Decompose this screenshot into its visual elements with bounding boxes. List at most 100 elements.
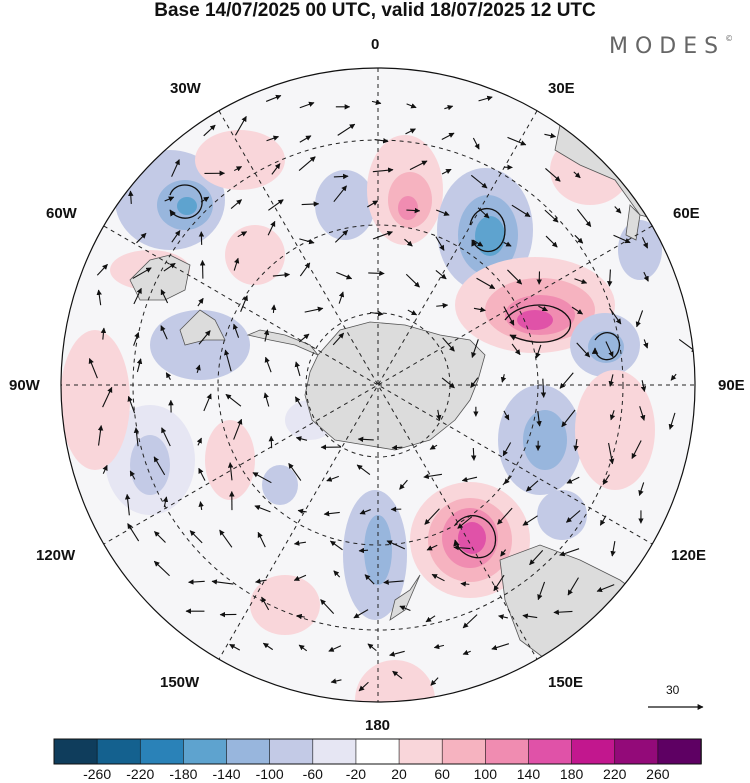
wind-vector-arrow xyxy=(444,104,454,111)
wind-vector-arrow xyxy=(529,549,544,566)
wind-vector-arrow xyxy=(405,273,420,288)
wind-vector-arrow xyxy=(299,238,315,245)
wind-vector-arrow xyxy=(295,436,308,442)
wind-vector-arrow xyxy=(268,199,284,211)
wind-vector-arrow xyxy=(197,297,204,307)
lon-label-0: 0 xyxy=(371,36,380,53)
wind-vector-arrow xyxy=(230,199,243,209)
wind-vector-arrow xyxy=(304,306,324,313)
wind-vector-arrow xyxy=(224,349,232,372)
wind-vector-arrow xyxy=(358,547,369,554)
wind-vector-arrow xyxy=(128,190,134,204)
colorbar-tick-label: -60 xyxy=(302,766,323,782)
australia xyxy=(499,544,691,701)
wind-vector-arrow xyxy=(263,329,270,342)
wind-vector-arrow xyxy=(424,508,440,525)
wind-vector-arrow xyxy=(429,444,438,450)
wind-vector-arrow xyxy=(203,393,212,412)
wind-vector-arrow xyxy=(358,681,369,692)
wind-vector-arrow xyxy=(503,410,510,421)
wind-vector-arrow xyxy=(457,516,473,529)
wind-vector-arrow xyxy=(503,241,512,247)
wind-vector-arrow xyxy=(383,579,404,585)
wind-vector-arrow xyxy=(127,523,140,542)
wind-vector-arrow xyxy=(272,272,291,278)
lon-label-150w: 150W xyxy=(160,674,200,691)
wind-vector-arrow xyxy=(262,642,274,651)
wind-vector-arrow xyxy=(288,462,302,481)
wind-vector-arrow xyxy=(294,396,302,407)
wind-vector-arrow xyxy=(293,540,306,546)
colorbar-tick-label: 260 xyxy=(646,766,670,782)
wind-vector-arrow xyxy=(567,577,579,596)
wind-vector-arrow xyxy=(540,378,547,398)
wind-vector-arrow xyxy=(477,207,490,219)
wind-vector-arrow xyxy=(391,444,403,451)
new-zealand xyxy=(389,574,421,621)
wind-vector-arrow xyxy=(219,529,233,548)
wind-vector-arrow xyxy=(386,540,406,550)
wind-vector-arrow xyxy=(232,323,240,338)
wind-vector-arrow xyxy=(133,331,140,346)
wind-vector-arrow xyxy=(476,277,496,290)
wind-vector-arrow xyxy=(453,544,471,551)
wind-vector-arrow xyxy=(561,409,576,428)
wind-vector-arrow xyxy=(171,230,181,243)
wind-vector-arrow xyxy=(574,278,588,285)
wind-vector-arrow xyxy=(188,579,205,585)
wind-vector-arrow xyxy=(404,238,413,247)
wind-vector-arrow xyxy=(576,208,592,227)
wind-vector-arrow xyxy=(493,574,505,592)
wind-vector-arrow xyxy=(270,304,277,313)
wind-vector-arrow xyxy=(233,418,243,440)
wind-vector-arrow xyxy=(203,124,216,137)
colorbar-tick-label: -220 xyxy=(126,766,155,782)
wind-vector-arrow xyxy=(196,437,202,446)
colorbar-tick-label: 140 xyxy=(516,766,541,782)
wind-vector-arrow xyxy=(442,337,455,352)
wind-vector-arrow xyxy=(298,644,308,652)
lon-label-30e: 30E xyxy=(548,80,575,97)
wind-vector-arrow xyxy=(233,257,240,271)
wind-vector-arrow xyxy=(132,267,152,279)
colorbar-tick-label: 220 xyxy=(603,766,627,782)
wind-vector-arrow xyxy=(399,605,411,612)
wind-vector-arrow xyxy=(389,650,405,657)
wind-vector-arrow xyxy=(406,207,421,214)
wind-vector-arrow xyxy=(252,472,272,484)
wind-vector-arrow xyxy=(333,173,349,180)
wind-vector-arrow xyxy=(431,573,445,582)
wind-vector-arrow xyxy=(441,377,455,389)
wind-vector-arrow xyxy=(320,599,335,615)
wind-vector-arrow xyxy=(237,231,248,238)
wind-vector-arrow xyxy=(326,475,339,482)
wind-vector-arrow xyxy=(368,270,385,277)
wind-vector-arrow xyxy=(491,643,510,651)
wind-vector-arrow xyxy=(425,615,436,623)
wind-vector-arrow xyxy=(639,406,646,421)
wind-vector-arrow xyxy=(97,425,104,446)
wind-vector-arrow xyxy=(640,380,647,392)
wind-vector-arrow xyxy=(153,456,166,476)
wind-vector-arrow xyxy=(470,377,479,389)
wind-vector-arrow xyxy=(330,678,342,684)
wind-vector-arrow xyxy=(602,474,610,485)
wind-vector-arrow xyxy=(265,94,282,102)
wind-vector-arrow xyxy=(162,496,169,508)
wind-vector-arrow xyxy=(264,356,272,373)
wind-vector-arrow xyxy=(462,649,471,656)
wind-vector-arrow xyxy=(409,160,428,171)
wind-vector-arrow xyxy=(332,332,345,346)
wind-vector-arrow xyxy=(127,395,136,414)
wind-vector-arrow xyxy=(163,262,176,272)
wind-vector-arrow xyxy=(353,609,369,619)
wind-vector-arrow xyxy=(668,412,676,430)
wind-vector-arrow xyxy=(171,159,180,177)
colorbar-tick-label: 100 xyxy=(473,766,498,782)
wind-vector-arrow xyxy=(500,374,507,383)
wind-vector-arrow xyxy=(545,168,561,182)
colorbar-tick-label: -100 xyxy=(255,766,284,782)
colorbar-tick-label: 20 xyxy=(391,766,407,782)
wind-vectors xyxy=(88,94,695,692)
wind-vector-arrow xyxy=(240,295,248,312)
